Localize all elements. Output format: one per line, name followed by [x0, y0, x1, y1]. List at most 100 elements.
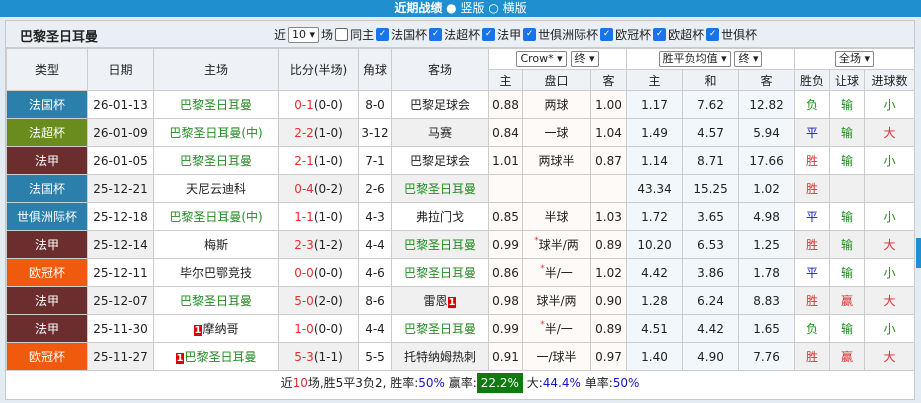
comp-checkbox[interactable]: ✓ — [706, 28, 720, 41]
radio-vertical-label[interactable]: 竖版 — [460, 1, 485, 15]
score[interactable]: 2-3(1-2) — [278, 230, 359, 259]
comp-checkbox[interactable]: ✓ — [482, 28, 496, 41]
competition-type[interactable]: 世俱洲际杯 — [6, 202, 88, 231]
handicap-away-odds: 0.89 — [589, 230, 628, 259]
handicap-home-odds: 0.88 — [488, 90, 523, 119]
handicap-line: 一球 — [522, 118, 591, 147]
goals-result: 小 — [864, 258, 916, 287]
scrollbar[interactable] — [916, 238, 921, 268]
scope-select[interactable]: 全场 ▾ — [835, 51, 875, 67]
away-team[interactable]: 巴黎圣日耳曼 — [391, 174, 489, 203]
odds-home: 4.51 — [626, 314, 684, 343]
team-title: 巴黎圣日耳曼 — [20, 30, 99, 45]
competition-type[interactable]: 法甲 — [6, 146, 88, 175]
competition-type[interactable]: 法超杯 — [6, 118, 88, 147]
odds-draw: 4.90 — [682, 342, 740, 371]
home-team[interactable]: 巴黎圣日耳曼 — [153, 286, 279, 315]
odds-type-select[interactable]: 胜平负均值 ▾ — [658, 51, 731, 67]
table-row: 欧冠杯 25-11-27 1巴黎圣日耳曼 5-3(1-1) 5-5 托特纳姆热刺… — [6, 342, 916, 371]
comp-checkbox[interactable]: ✓ — [429, 28, 443, 41]
home-team[interactable]: 巴黎圣日耳曼(中) — [153, 202, 279, 231]
same-host-checkbox[interactable] — [335, 28, 349, 41]
odds-home: 1.49 — [626, 118, 684, 147]
match-date: 25-12-21 — [87, 174, 154, 203]
competition-type[interactable]: 法甲 — [6, 314, 88, 343]
home-team[interactable]: 梅斯 — [153, 230, 279, 259]
away-team[interactable]: 巴黎足球会 — [391, 90, 489, 119]
match-count-select[interactable]: 10 ▾ — [288, 26, 320, 43]
col-type: 类型 — [6, 48, 88, 91]
home-team[interactable]: 巴黎圣日耳曼 — [153, 146, 279, 175]
score[interactable]: 0-4(0-2) — [278, 174, 359, 203]
competition-type[interactable]: 欧冠杯 — [6, 342, 88, 371]
table-row: 法国杯 25-12-21 天尼云迪科 0-4(0-2) 2-6 巴黎圣日耳曼 4… — [6, 174, 916, 203]
away-team[interactable]: 弗拉门戈 — [391, 202, 489, 231]
odds-draw: 6.24 — [682, 286, 740, 315]
handicap-result: 输 — [829, 90, 866, 119]
summary: 近10场,胜5平3负2, 胜率:50% 赢率: 22.2% 大:44.4% 单率:… — [6, 369, 914, 397]
corners: 4-4 — [358, 314, 392, 343]
comp-label: 世俱杯 — [721, 28, 758, 42]
competition-type[interactable]: 法国杯 — [6, 90, 88, 119]
away-team[interactable]: 巴黎足球会 — [391, 146, 489, 175]
competition-type[interactable]: 法甲 — [6, 286, 88, 315]
score[interactable]: 5-0(2-0) — [278, 286, 359, 315]
score[interactable]: 2-2(1-0) — [278, 118, 359, 147]
competition-type[interactable]: 法甲 — [6, 230, 88, 259]
home-team[interactable]: 1摩纳哥 — [153, 314, 279, 343]
away-team[interactable]: 巴黎圣日耳曼 — [391, 314, 489, 343]
comp-checkbox[interactable]: ✓ — [653, 28, 667, 41]
away-team[interactable]: 巴黎圣日耳曼 — [391, 258, 489, 287]
handicap-result: 赢 — [829, 286, 866, 315]
radio-horizontal[interactable]: ○ — [488, 1, 499, 15]
score[interactable]: 0-0(0-0) — [278, 258, 359, 287]
score[interactable]: 5-3(1-1) — [278, 342, 359, 371]
handicap-away-odds: 1.00 — [589, 90, 628, 119]
score[interactable]: 2-1(1-0) — [278, 146, 359, 175]
score[interactable]: 1-1(1-0) — [278, 202, 359, 231]
handicap-end-select[interactable]: 终 ▾ — [570, 51, 599, 67]
match-result: 胜 — [794, 342, 831, 371]
odds-home: 1.17 — [626, 90, 684, 119]
away-team[interactable]: 巴黎圣日耳曼 — [391, 230, 489, 259]
handicap-away-odds: 0.87 — [589, 146, 628, 175]
home-team[interactable]: 1巴黎圣日耳曼 — [153, 342, 279, 371]
col-o-home: 主 — [626, 69, 684, 91]
red-card-badge: 1 — [175, 353, 185, 364]
away-team[interactable]: 托特纳姆热刺 — [391, 342, 489, 371]
comp-checkbox[interactable]: ✓ — [376, 28, 390, 41]
comp-checkbox[interactable]: ✓ — [600, 28, 614, 41]
section-header: 近期战绩 ● 竖版 ○ 横版 — [0, 0, 921, 17]
match-date: 25-12-11 — [87, 258, 154, 287]
match-result: 平 — [794, 202, 831, 231]
score[interactable]: 0-1(0-0) — [278, 90, 359, 119]
company-select[interactable]: Crow* ▾ — [516, 51, 567, 67]
odds-away: 5.94 — [738, 118, 796, 147]
home-team[interactable]: 天尼云迪科 — [153, 174, 279, 203]
handicap-away-odds: 1.02 — [589, 258, 628, 287]
competition-type[interactable]: 法国杯 — [6, 174, 88, 203]
match-result: 胜 — [794, 146, 831, 175]
odds-away: 8.83 — [738, 286, 796, 315]
goals-result: 小 — [864, 314, 916, 343]
match-date: 25-11-30 — [87, 314, 154, 343]
comp-label: 世俱洲际杯 — [538, 28, 599, 42]
home-team[interactable]: 毕尔巴鄂竞技 — [153, 258, 279, 287]
match-result: 负 — [794, 90, 831, 119]
unit-label: 场 — [321, 28, 334, 42]
col-score: 比分(半场) — [278, 48, 359, 91]
home-team[interactable]: 巴黎圣日耳曼 — [153, 90, 279, 119]
near-label: 近 — [274, 28, 287, 42]
comp-checkbox[interactable]: ✓ — [523, 28, 537, 41]
handicap-line: *半/一 — [522, 314, 591, 343]
handicap-line: 两球 — [522, 90, 591, 119]
home-team[interactable]: 巴黎圣日耳曼(中) — [153, 118, 279, 147]
table-row: 欧冠杯 25-12-11 毕尔巴鄂竞技 0-0(0-0) 4-6 巴黎圣日耳曼 … — [6, 258, 916, 287]
score[interactable]: 1-0(0-0) — [278, 314, 359, 343]
away-team[interactable]: 马赛 — [391, 118, 489, 147]
away-team[interactable]: 雷恩1 — [391, 286, 489, 315]
radio-horizontal-label[interactable]: 横版 — [502, 1, 527, 15]
odds-end-select[interactable]: 终 ▾ — [734, 51, 763, 67]
radio-vertical[interactable]: ● — [446, 1, 457, 15]
competition-type[interactable]: 欧冠杯 — [6, 258, 88, 287]
